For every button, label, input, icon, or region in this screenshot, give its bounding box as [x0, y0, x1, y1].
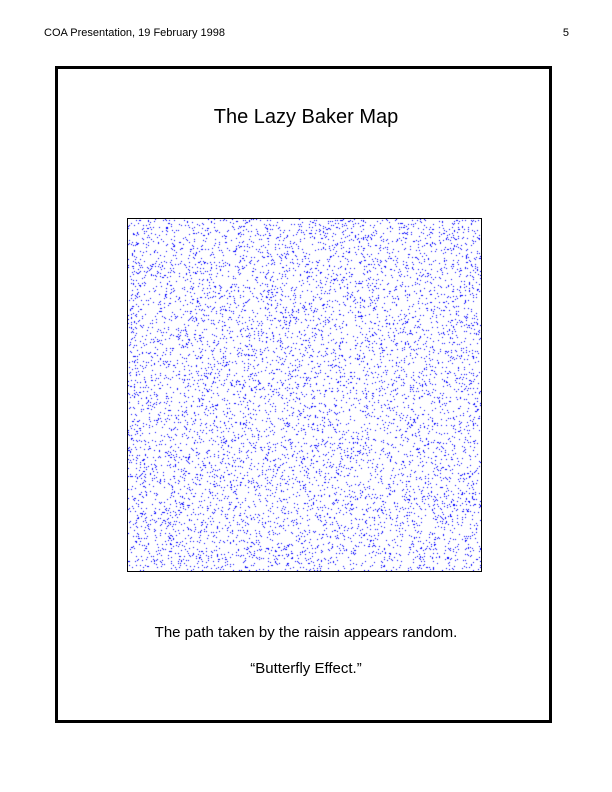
slide-title: The Lazy Baker Map — [213, 106, 399, 128]
lazy-baker-orbit-plot — [127, 218, 482, 572]
page-number: 5 — [562, 27, 569, 39]
slide-frame — [55, 66, 552, 723]
orbit-scatter-canvas — [128, 219, 481, 571]
running-header: COA Presentation, 19 February 1998 — [44, 27, 225, 39]
caption-path-random: The path taken by the raisin appears ran… — [154, 624, 458, 641]
caption-butterfly-effect: “Butterfly Effect.” — [250, 660, 362, 677]
